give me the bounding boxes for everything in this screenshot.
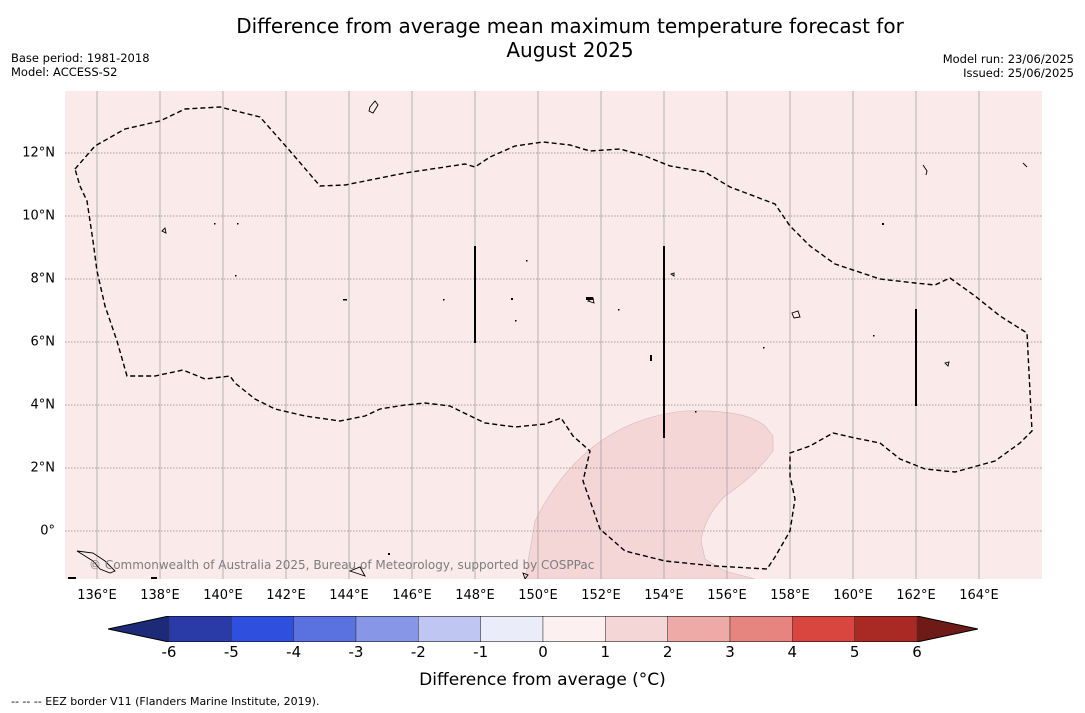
colorbar-tick-label: -3 [348, 643, 364, 661]
colorbar-cell [605, 616, 668, 642]
colorbar-tick-label: -4 [286, 643, 302, 661]
colorbar-over-arrow [917, 616, 978, 642]
longitude-label: 154°E [644, 588, 684, 603]
latitude-label: 10°N [22, 208, 55, 224]
meta-right: Model run: 23/06/2025 Issued: 25/06/2025 [943, 52, 1074, 80]
warm-anomaly-region [524, 410, 774, 579]
longitude-label: 160°E [833, 588, 873, 603]
latitude-gridlines [65, 152, 1042, 532]
latitude-label: 4°N [30, 397, 56, 413]
latitude-label: 12°N [22, 145, 55, 161]
latitude-label: 6°N [30, 334, 56, 350]
longitude-label: 148°E [455, 588, 495, 603]
longitude-label: 142°E [266, 588, 306, 603]
island-outlines [76, 100, 1028, 579]
longitude-label: 152°E [581, 588, 621, 603]
colorbar-tick-label: -1 [473, 643, 489, 661]
longitude-label: 138°E [140, 588, 180, 603]
meta-left: Base period: 1981-2018 Model: ACCESS-S2 [11, 51, 150, 79]
eez-legend-note: -- -- -- EEZ border V11 (Flanders Marine… [11, 695, 320, 708]
map-title: Difference from average mean maximum tem… [170, 14, 970, 62]
colorbar-cell [231, 616, 294, 642]
colorbar-tick-label: 3 [725, 643, 735, 661]
map-svg [65, 91, 1042, 579]
colorbar-cell [729, 616, 793, 642]
colorbar-cell [293, 616, 357, 642]
colorbar-tick-label: -2 [410, 643, 426, 661]
colorbar-cell [480, 616, 544, 642]
latitude-label: 8°N [30, 271, 56, 287]
copyright-notice: © Commonwealth of Australia 2025, Bureau… [89, 558, 595, 572]
island-dots [68, 223, 884, 579]
colorbar-cell [418, 616, 481, 642]
colorbar-tick-label: -6 [161, 643, 177, 661]
colorbar-cell [168, 616, 232, 642]
colorbar-cell [792, 616, 855, 642]
longitude-gridlines [96, 91, 980, 579]
colorbar-tick-label: 5 [849, 643, 860, 661]
base-period: Base period: 1981-2018 [11, 51, 150, 65]
eez-border [74, 106, 1033, 570]
longitude-label: 140°E [203, 588, 243, 603]
title-line-1: Difference from average mean maximum tem… [236, 14, 904, 38]
longitude-label: 164°E [959, 588, 999, 603]
latitude-label: 0° [40, 523, 55, 539]
issued-date: Issued: 25/06/2025 [963, 66, 1074, 80]
model-name: Model: ACCESS-S2 [11, 65, 118, 79]
colorbar-cell [667, 616, 731, 642]
longitude-label: 144°E [329, 588, 369, 603]
longitude-label: 150°E [518, 588, 558, 603]
longitude-label: 136°E [77, 588, 117, 603]
colorbar-cell [355, 616, 419, 642]
title-line-2: August 2025 [506, 38, 634, 62]
colorbar-cell [542, 616, 606, 642]
longitude-label: 162°E [896, 588, 936, 603]
longitude-label: 158°E [770, 588, 810, 603]
latitude-label: 2°N [30, 460, 56, 476]
colorbar-cells [168, 616, 918, 642]
longitude-label: 156°E [707, 588, 747, 603]
colorbar-title: Difference from average (°C) [419, 670, 666, 690]
model-run: Model run: 23/06/2025 [942, 52, 1074, 66]
colorbar [108, 616, 978, 642]
colorbar-tick-label: 1 [600, 643, 611, 661]
colorbar-tick-label: 6 [912, 643, 922, 661]
colorbar-tick-label: 2 [662, 643, 673, 661]
colorbar-tick-label: 4 [787, 643, 798, 661]
colorbar-tick-label: -5 [223, 643, 239, 661]
map-panel [65, 91, 1042, 579]
longitude-label: 146°E [392, 588, 432, 603]
colorbar-cell [854, 616, 918, 642]
colorbar-tick-label: 0 [538, 643, 548, 661]
colorbar-under-arrow [108, 616, 169, 642]
